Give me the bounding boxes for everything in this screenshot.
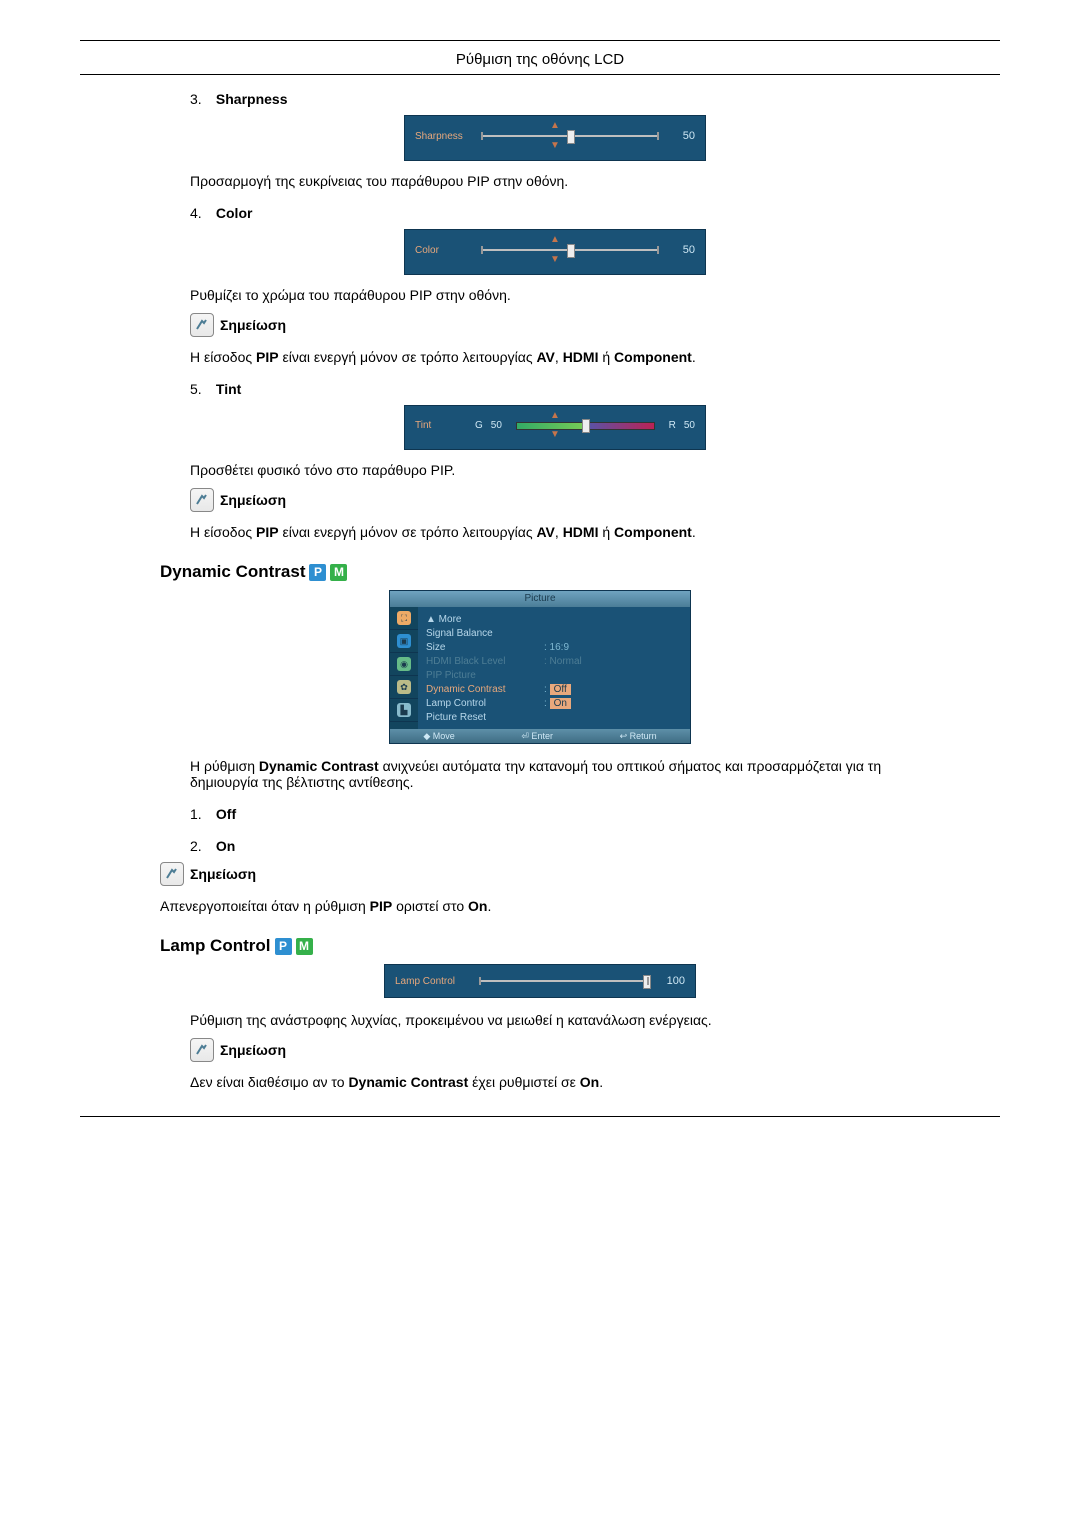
menu-main: ▲ MoreSignal BalanceSize: 16:9HDMI Black… xyxy=(418,607,690,729)
badge-m-icon: M xyxy=(296,938,313,955)
item-label: Off xyxy=(216,806,236,822)
menu-sidebar: ⛶ ▣ ◉ ✿ ▙ xyxy=(390,607,418,729)
item-number: 3. xyxy=(190,91,212,107)
menu-foot-hint: ◆ Move xyxy=(423,731,454,742)
slider-thumb[interactable] xyxy=(643,975,651,989)
badge-p-icon: P xyxy=(275,938,292,955)
down-arrow-icon: ▼ xyxy=(415,256,695,264)
tint-desc: Προσθέτει φυσικό τόνο στο παράθυρο PIP. xyxy=(190,462,920,478)
osd-label: Sharpness xyxy=(415,131,467,142)
list-item-tint: 5. Tint xyxy=(190,381,920,397)
up-arrow-icon: ▲ xyxy=(415,412,695,420)
menu-item[interactable]: Signal Balance xyxy=(426,627,682,641)
tint-note: Η είσοδος PIP είναι ενεργή μόνον σε τρόπ… xyxy=(190,524,920,540)
setup-icon: ✿ xyxy=(397,680,411,694)
osd-value: 100 xyxy=(663,975,685,987)
menu-footer: ◆ Move ⏎ Enter ↩ Return xyxy=(390,729,690,743)
sound-icon: ◉ xyxy=(397,657,411,671)
slider-thumb[interactable] xyxy=(567,244,575,258)
tint-r-label: R xyxy=(669,420,676,431)
osd-sharpness: ▲ Sharpness 50 ▼ xyxy=(404,115,706,161)
menu-item[interactable]: HDMI Black Level: Normal xyxy=(426,655,682,669)
item-label: Color xyxy=(216,205,253,221)
badge-p-icon: P xyxy=(309,564,326,581)
osd-label: Tint xyxy=(415,420,467,431)
osd-value: 50 xyxy=(673,244,695,256)
item-number: 4. xyxy=(190,205,212,221)
note-row: Σημείωση xyxy=(190,1038,920,1062)
menu-item[interactable]: ▲ More xyxy=(426,613,682,627)
note-row: Σημείωση xyxy=(190,488,920,512)
note-label: Σημείωση xyxy=(220,317,286,333)
color-slider[interactable] xyxy=(481,249,659,251)
tint-slider[interactable] xyxy=(516,422,655,430)
osd-color: ▲ Color 50 ▼ xyxy=(404,229,706,275)
menu-item[interactable]: Picture Reset xyxy=(426,711,682,725)
multi-icon: ▙ xyxy=(397,703,411,717)
osd-label: Color xyxy=(415,245,467,256)
item-number: 1. xyxy=(190,806,212,822)
menu-item[interactable]: Dynamic Contrast: Off xyxy=(426,683,682,697)
dynamic-desc: Η ρύθμιση Dynamic Contrast ανιχνεύει αυτ… xyxy=(190,758,920,790)
osd-lamp: Lamp Control 100 xyxy=(384,964,696,998)
header-rule xyxy=(80,74,1000,75)
menu-item[interactable]: Size: 16:9 xyxy=(426,641,682,655)
menu-item[interactable]: Lamp Control: On xyxy=(426,697,682,711)
color-desc: Ρυθμίζει το χρώμα του παράθυρου PIP στην… xyxy=(190,287,920,303)
lamp-slider[interactable] xyxy=(479,980,649,982)
lamp-desc: Ρύθμιση της ανάστροφης λυχνίας, προκειμέ… xyxy=(190,1012,920,1028)
list-item-sharpness: 3. Sharpness xyxy=(190,91,920,107)
osd-menu: Picture ⛶ ▣ ◉ ✿ ▙ ▲ MoreSignal BalanceSi… xyxy=(389,590,691,744)
section-dynamic-contrast: Dynamic Contrast P M xyxy=(160,562,920,582)
up-arrow-icon: ▲ xyxy=(415,122,695,130)
list-item-on: 2. On xyxy=(190,838,920,854)
item-label: Sharpness xyxy=(216,91,288,107)
tv-icon: ⛶ xyxy=(397,611,411,625)
sharpness-slider[interactable] xyxy=(481,135,659,137)
down-arrow-icon: ▼ xyxy=(415,431,695,439)
item-label: On xyxy=(216,838,235,854)
list-item-off: 1. Off xyxy=(190,806,920,822)
page-title: Ρύθμιση της οθόνης LCD xyxy=(80,41,1000,74)
menu-foot-hint: ↩ Return xyxy=(620,731,657,742)
note-icon xyxy=(190,313,214,337)
bottom-rule xyxy=(80,1116,1000,1117)
list-item-color: 4. Color xyxy=(190,205,920,221)
item-number: 5. xyxy=(190,381,212,397)
sharpness-desc: Προσαρμογή της ευκρίνειας του παράθυρου … xyxy=(190,173,920,189)
note-icon xyxy=(190,1038,214,1062)
down-arrow-icon: ▼ xyxy=(415,142,695,150)
osd-label: Lamp Control xyxy=(395,976,465,987)
slider-thumb[interactable] xyxy=(582,419,590,433)
section-lamp-control: Lamp Control P M xyxy=(160,936,920,956)
color-note: Η είσοδος PIP είναι ενεργή μόνον σε τρόπ… xyxy=(190,349,920,365)
tint-g-label: G xyxy=(475,420,483,431)
dynamic-note: Απενεργοποιείται όταν η ρύθμιση PIP ορισ… xyxy=(160,898,920,914)
note-icon xyxy=(160,862,184,886)
osd-value: 50 xyxy=(673,130,695,142)
badge-m-icon: M xyxy=(330,564,347,581)
picture-icon: ▣ xyxy=(397,634,411,648)
menu-title: Picture xyxy=(390,591,690,607)
item-number: 2. xyxy=(190,838,212,854)
tint-g-val: 50 xyxy=(491,420,502,431)
menu-foot-hint: ⏎ Enter xyxy=(521,731,553,742)
tint-r-val: 50 xyxy=(684,420,695,431)
up-arrow-icon: ▲ xyxy=(415,236,695,244)
note-icon xyxy=(190,488,214,512)
note-label: Σημείωση xyxy=(220,1042,286,1058)
osd-tint: ▲ Tint G 50 R 50 ▼ xyxy=(404,405,706,450)
note-label: Σημείωση xyxy=(220,492,286,508)
note-label: Σημείωση xyxy=(190,866,256,882)
menu-item[interactable]: PIP Picture xyxy=(426,669,682,683)
slider-thumb[interactable] xyxy=(567,130,575,144)
item-label: Tint xyxy=(216,381,241,397)
note-row: Σημείωση xyxy=(190,313,920,337)
note-row: Σημείωση xyxy=(160,862,920,886)
lamp-note: Δεν είναι διαθέσιμο αν το Dynamic Contra… xyxy=(190,1074,920,1090)
